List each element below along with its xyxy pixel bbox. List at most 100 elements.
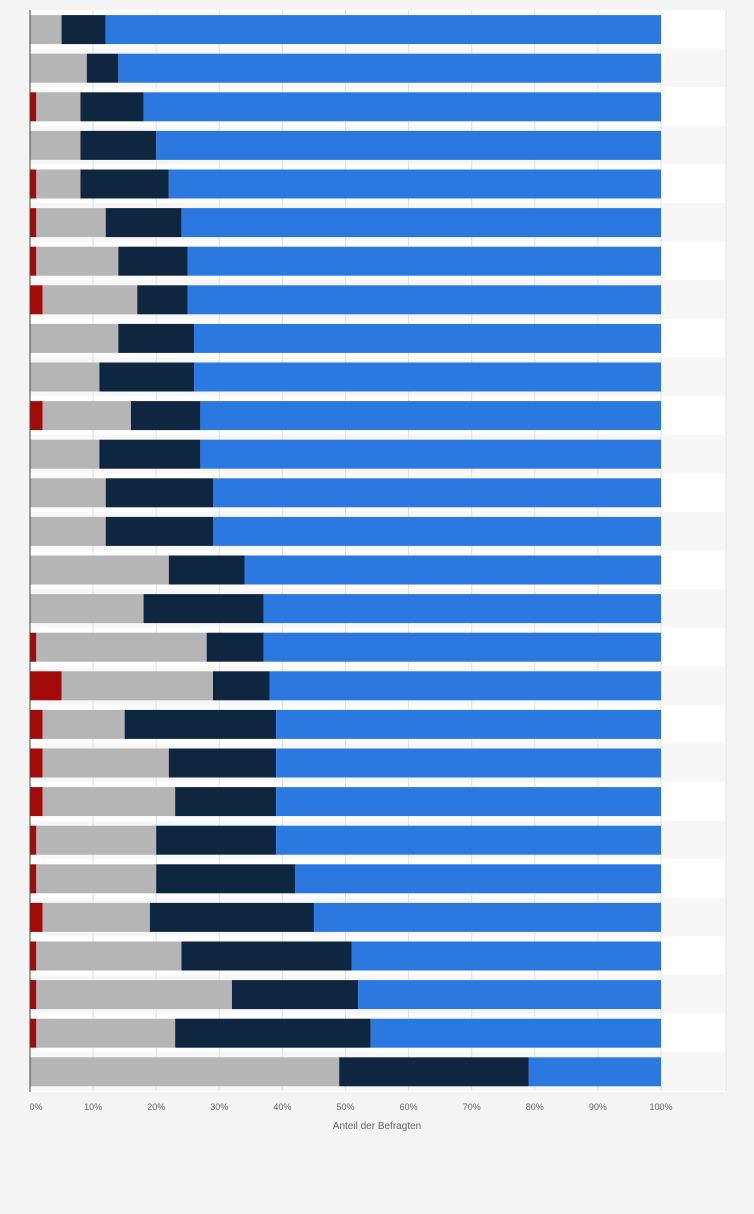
bar-segment xyxy=(143,594,264,624)
bar-segment xyxy=(124,709,277,739)
bar-segment xyxy=(30,439,100,469)
bar-segment xyxy=(276,748,661,778)
bar-segment xyxy=(175,787,277,817)
x-tick-label: 60% xyxy=(400,1102,418,1112)
bar-segment xyxy=(36,864,157,894)
bar-segment xyxy=(30,323,119,353)
bar-segment xyxy=(42,709,125,739)
bar-segment xyxy=(42,902,150,932)
bar-segment xyxy=(194,362,661,392)
bar-segment xyxy=(105,478,213,508)
bar-segment xyxy=(30,1018,37,1048)
bar-segment xyxy=(168,555,245,585)
bar-segment xyxy=(36,632,207,662)
bar-segment xyxy=(36,92,81,122)
x-tick-label: 30% xyxy=(210,1102,228,1112)
x-tick-label: 10% xyxy=(84,1102,102,1112)
bar-segment xyxy=(30,709,43,739)
bar-segment xyxy=(181,941,352,971)
bar-segment xyxy=(200,401,661,431)
bar-segment xyxy=(30,864,37,894)
bar-segment xyxy=(80,92,144,122)
bar-segment xyxy=(156,864,296,894)
bar-segment xyxy=(30,246,37,276)
bar-segment xyxy=(36,169,81,199)
bar-segment xyxy=(313,902,661,932)
bar-segment xyxy=(61,15,106,45)
bar-segment xyxy=(130,401,201,431)
bar-segment xyxy=(30,825,37,855)
bar-segment xyxy=(30,478,106,508)
x-tick-label: 20% xyxy=(147,1102,165,1112)
bar-segment xyxy=(30,92,37,122)
bar-segment xyxy=(263,632,661,662)
bar-segment xyxy=(276,787,661,817)
bar-segment xyxy=(61,671,213,701)
bar-segment xyxy=(200,439,661,469)
bar-segment xyxy=(36,1018,176,1048)
bar-segment xyxy=(156,825,277,855)
bar-segment xyxy=(30,53,87,83)
bar-segment xyxy=(358,980,661,1010)
bar-segment xyxy=(351,941,661,971)
bar-segment xyxy=(30,208,37,238)
x-axis-label: Anteil der Befragten xyxy=(333,1121,421,1132)
bar-segment xyxy=(80,130,157,160)
bar-segment xyxy=(30,15,62,45)
bar-segment xyxy=(194,323,661,353)
bar-segment xyxy=(30,632,37,662)
bar-segment xyxy=(30,130,81,160)
bar-segment xyxy=(212,478,662,508)
bar-segment xyxy=(42,401,131,431)
bar-segment xyxy=(137,285,188,315)
bar-segment xyxy=(263,594,661,624)
bar-segment xyxy=(175,1018,371,1048)
bar-segment xyxy=(276,825,661,855)
bar-segment xyxy=(212,671,270,701)
bar-segment xyxy=(269,671,661,701)
bar-segment xyxy=(80,169,169,199)
bar-segment xyxy=(36,825,157,855)
bar-segment xyxy=(206,632,264,662)
bar-segment xyxy=(30,362,100,392)
bar-segment xyxy=(30,902,43,932)
bar-segment xyxy=(118,246,188,276)
bar-segment xyxy=(42,748,169,778)
bar-segment xyxy=(30,941,37,971)
bar-segment xyxy=(36,941,182,971)
bar-segment xyxy=(30,748,43,778)
x-tick-label: 70% xyxy=(463,1102,481,1112)
bar-segment xyxy=(168,748,277,778)
x-tick-label: 40% xyxy=(273,1102,291,1112)
bar-segment xyxy=(118,53,662,83)
bar-segment xyxy=(156,130,661,160)
bar-segment xyxy=(339,1057,529,1087)
bar-segment xyxy=(99,439,201,469)
bar-segment xyxy=(149,902,314,932)
bar-segment xyxy=(30,401,43,431)
bar-segment xyxy=(99,362,195,392)
bar-segment xyxy=(30,671,62,701)
bar-segment xyxy=(30,787,43,817)
bar-segment xyxy=(30,980,37,1010)
bar-segment xyxy=(30,285,43,315)
x-tick-label: 50% xyxy=(336,1102,354,1112)
x-tick-label: 80% xyxy=(526,1102,544,1112)
bar-segment xyxy=(36,980,232,1010)
bar-segment xyxy=(181,208,661,238)
bar-segment xyxy=(118,323,195,353)
bar-segment xyxy=(276,709,661,739)
bar-segment xyxy=(30,516,106,546)
bar-segment xyxy=(36,246,119,276)
x-tick-label: 90% xyxy=(589,1102,607,1112)
bar-segment xyxy=(295,864,661,894)
bar-segment xyxy=(30,594,144,624)
bar-segment xyxy=(42,285,138,315)
bar-segment xyxy=(143,92,661,122)
bar-segment xyxy=(370,1018,661,1048)
bar-segment xyxy=(42,787,176,817)
bar-segment xyxy=(231,980,359,1010)
bar-segment xyxy=(36,208,106,238)
